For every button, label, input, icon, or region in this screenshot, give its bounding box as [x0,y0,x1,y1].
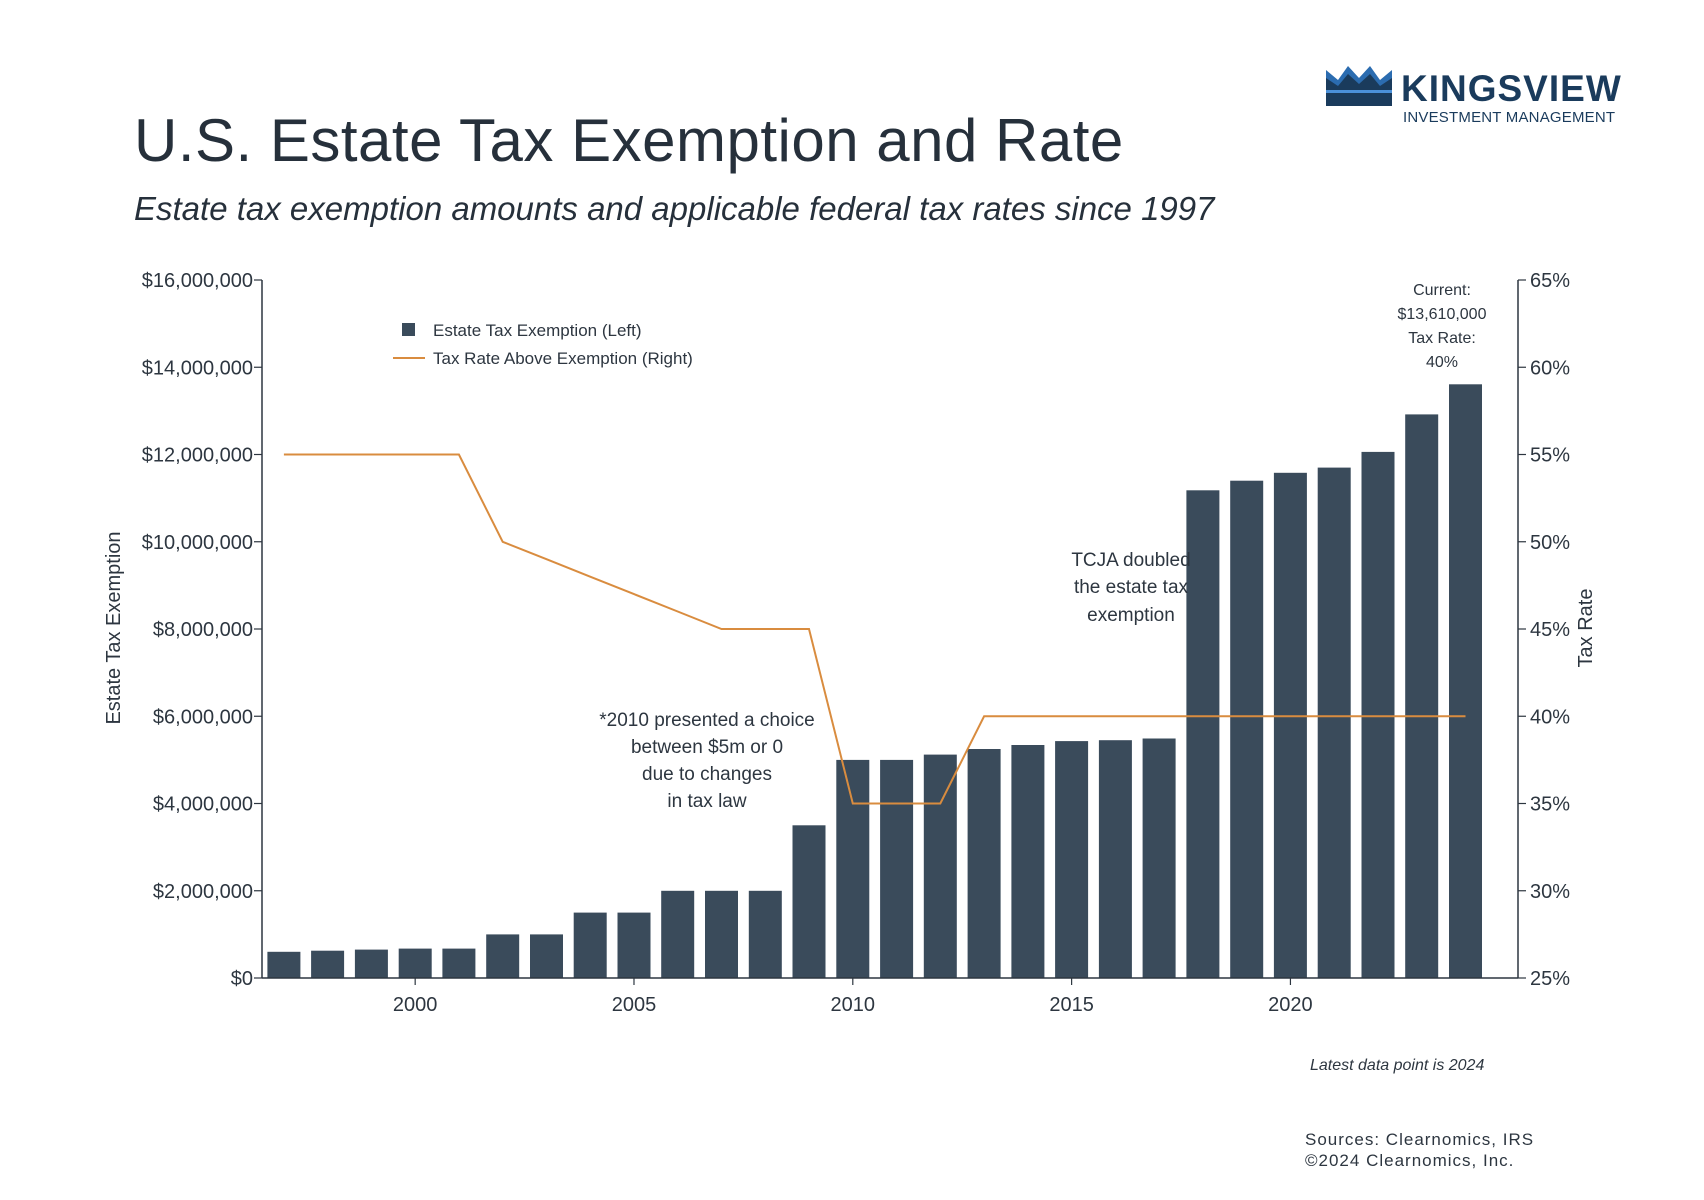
y2-tick-label: 65% [1530,270,1570,292]
bar [354,949,388,978]
y2-tick-label: 45% [1530,619,1570,641]
bar [1186,490,1220,978]
bar [267,951,301,978]
bar [748,890,782,979]
legend-line-label: Tax Rate Above Exemption (Right) [433,349,693,368]
annotation-current-line: Current: [1413,282,1471,299]
bar [1317,467,1351,978]
y-tick-label: $6,000,000 [153,706,253,728]
y2-tick-label: 55% [1530,445,1570,467]
y-tick-label: $14,000,000 [142,357,253,379]
kingsview-logo: KINGSVIEW INVESTMENT MANAGEMENT [1326,62,1626,132]
bar [1361,451,1395,978]
bar [836,759,870,978]
crown-icon [1326,66,1392,106]
logo-tagline: INVESTMENT MANAGEMENT [1403,109,1616,126]
bar [573,912,607,978]
chart-subtitle: Estate tax exemption amounts and applica… [134,190,1215,227]
bars-layer [267,384,1482,979]
bar [661,890,695,979]
bar [923,754,957,978]
annotation-2010-line: *2010 presented a choice [599,710,815,731]
bar [398,948,432,978]
legend-bar-label: Estate Tax Exemption (Left) [433,321,642,340]
y2-tick-label: 60% [1530,357,1570,379]
bar [792,825,826,978]
y-tick-label: $12,000,000 [142,445,253,467]
annotation-current-line: 40% [1426,354,1458,371]
line-layer [283,453,1466,805]
latest-data-note: Latest data point is 2024 [1310,1057,1485,1074]
logo-name: KINGSVIEW [1401,68,1622,109]
y2-tick-label: 35% [1530,794,1570,816]
annotation-2010-line: in tax law [667,791,746,812]
chart-title: U.S. Estate Tax Exemption and Rate [134,107,1124,174]
copyright-text: ©2024 Clearnomics, Inc. [1305,1151,1515,1170]
y2-tick-label: 50% [1530,532,1570,554]
legend: Estate Tax Exemption (Left) Tax Rate Abo… [393,321,693,368]
tax-rate-line [283,453,1466,805]
bar [705,890,738,979]
bar [1230,480,1264,978]
bar [880,759,914,978]
y-tick-label: $0 [231,968,253,990]
bar [530,934,563,978]
y-tick-label: $16,000,000 [142,270,253,292]
bar [1055,741,1089,978]
y-axis-left-label: Estate Tax Exemption [103,531,125,724]
y-tick-label: $10,000,000 [142,532,253,554]
y2-tick-label: 40% [1530,706,1570,728]
y-tick-label: $4,000,000 [153,794,253,816]
annotation-tcja-line: the estate tax [1074,577,1189,598]
bar [967,749,1001,978]
annotation-tcja-line: exemption [1087,605,1175,626]
annotation-2010-line: between $5m or 0 [631,737,783,758]
bar [311,950,345,978]
y2-tick-label: 30% [1530,881,1570,903]
bar [617,912,651,978]
y-tick-label: $2,000,000 [153,881,253,903]
bar [1098,740,1132,978]
x-tick-label: 2000 [393,994,438,1016]
bar [1449,384,1482,978]
annotation-current-line: Tax Rate: [1408,330,1476,347]
annotation-tcja: TCJA doubled the estate tax exemption [1071,550,1190,626]
legend-bar-swatch [402,323,415,336]
y-tick-label: $8,000,000 [153,619,253,641]
annotation-tcja-line: TCJA doubled [1071,550,1190,571]
ticks-layer: $0 $2,000,000 $4,000,000 $6,000,000 $8,000,0… [142,270,1570,1016]
annotation-2010-line: due to changes [642,764,772,785]
bar [1405,414,1439,978]
x-tick-label: 2005 [612,994,657,1016]
y-axis-right-label: Tax Rate [1575,589,1597,668]
annotation-current-line: $13,610,000 [1398,306,1487,323]
x-tick-label: 2015 [1049,994,1094,1016]
x-tick-label: 2010 [831,994,876,1016]
bar [442,948,476,978]
bar [1011,745,1045,978]
annotation-current: Current: $13,610,000 Tax Rate: 40% [1398,282,1487,371]
bar [486,934,520,978]
sources-text: Sources: Clearnomics, IRS [1305,1130,1535,1149]
x-tick-label: 2020 [1268,994,1313,1016]
bar [1142,738,1176,978]
y2-tick-label: 25% [1530,968,1570,990]
annotation-2010: *2010 presented a choice between $5m or … [599,710,815,812]
bar [1273,472,1307,978]
